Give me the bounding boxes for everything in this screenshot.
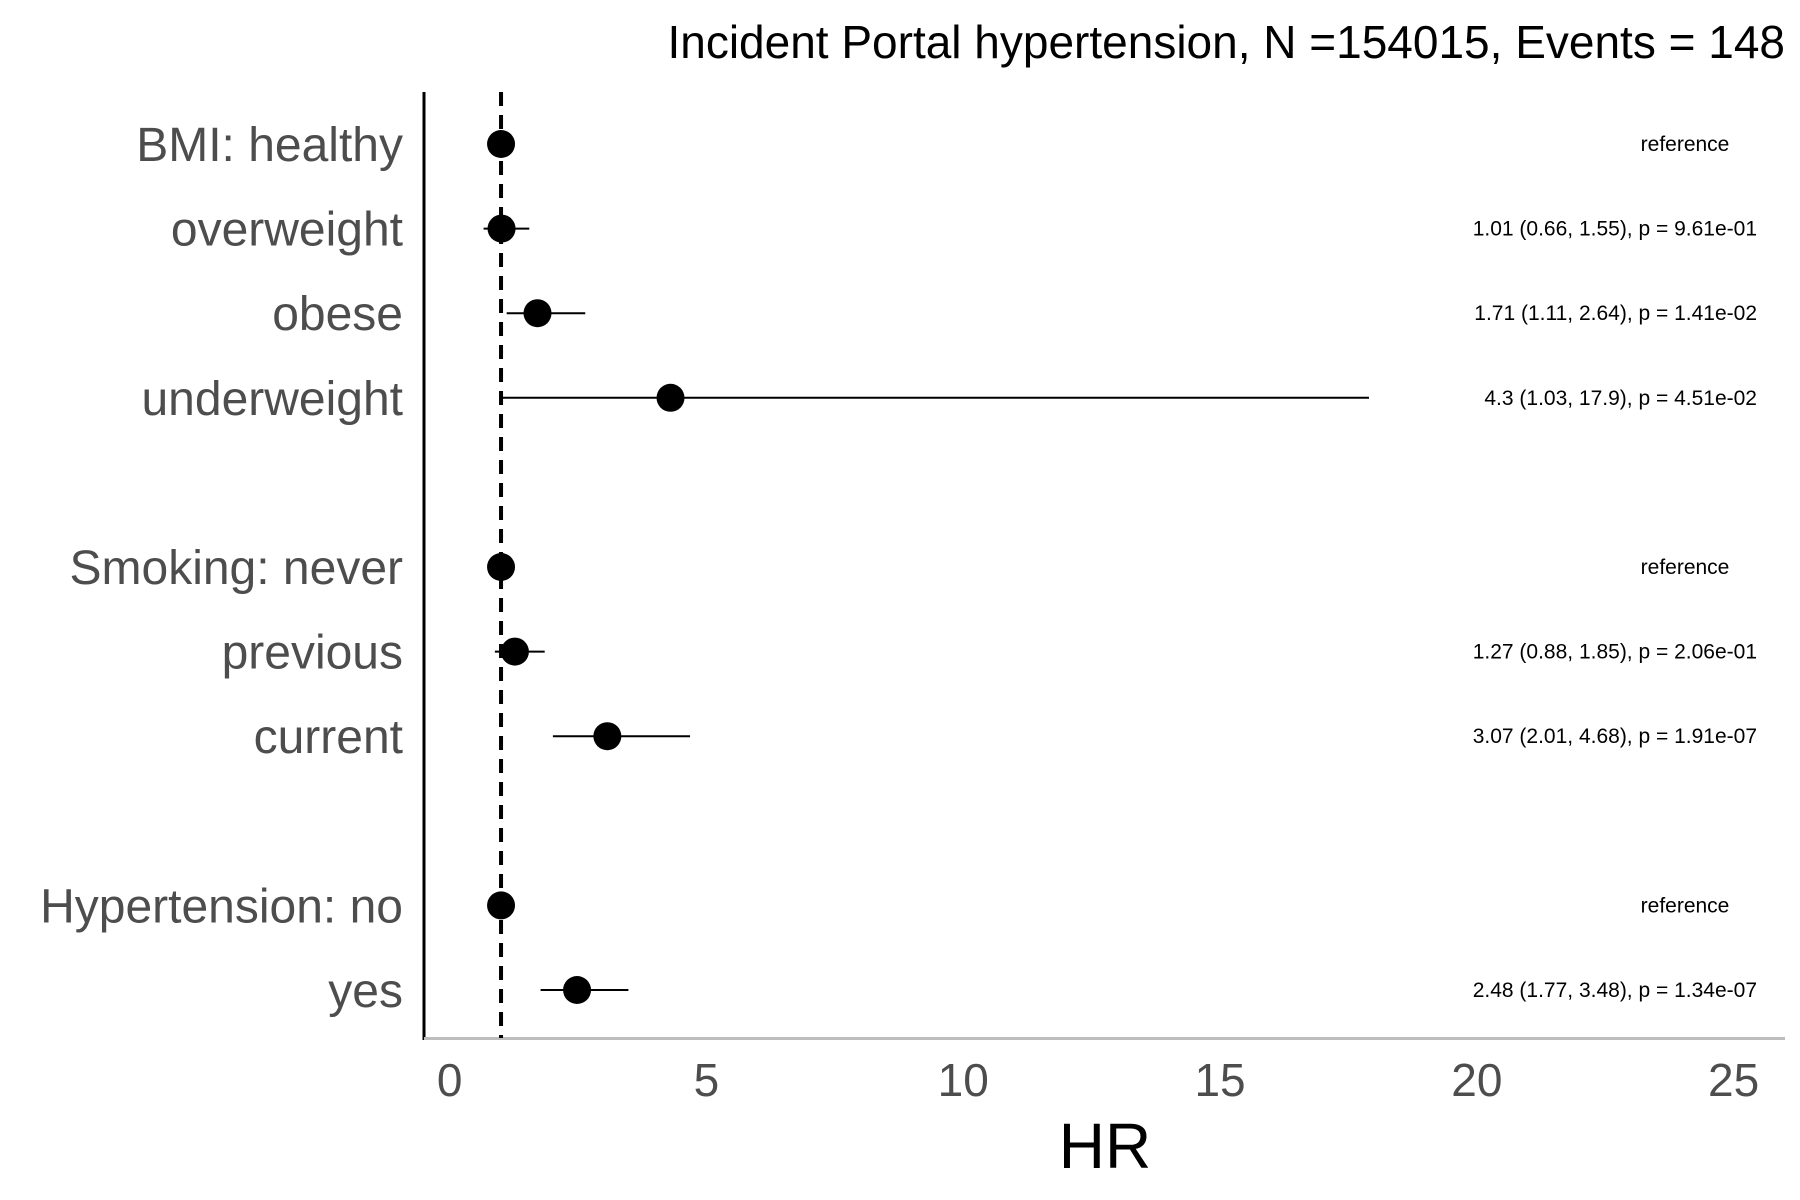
hr-point [523, 299, 552, 328]
x-tick-label: 0 [437, 1054, 463, 1106]
row-label: obese [272, 288, 403, 341]
estimate-annotations: reference 1.01 (0.66, 1.55), p = 9.61e-01… [1473, 133, 1757, 1002]
estimate-annotation: 1.71 (1.11, 2.64), p = 1.41e-02 [1474, 302, 1757, 325]
reference-annotation: reference [1641, 894, 1730, 917]
row-label: underweight [141, 373, 403, 426]
hr-point [500, 637, 529, 666]
hr-point [563, 976, 592, 1004]
estimate-annotation: 3.07 (2.01, 4.68), p = 1.91e-07 [1473, 725, 1757, 748]
estimate-annotation: 4.3 (1.03, 17.9), p = 4.51e-02 [1484, 387, 1757, 410]
row-label: previous [222, 627, 403, 680]
hr-point [487, 891, 516, 920]
estimate-annotation: 2.48 (1.77, 3.48), p = 1.34e-07 [1473, 979, 1757, 1002]
hr-point [487, 130, 516, 158]
row-label: overweight [171, 204, 403, 257]
reference-annotation: reference [1641, 556, 1730, 579]
row-label: current [254, 711, 403, 764]
x-axis-title: HR [1059, 1110, 1151, 1182]
x-tick-label: 5 [694, 1054, 720, 1106]
chart-title: Incident Portal hypertension, N =154015,… [667, 16, 1785, 68]
estimate-annotation: 1.01 (0.66, 1.55), p = 9.61e-01 [1473, 218, 1757, 241]
hr-point [487, 214, 516, 243]
row-label: yes [328, 965, 403, 1018]
reference-annotation: reference [1641, 133, 1730, 156]
estimate-annotation: 1.27 (0.88, 1.85), p = 2.06e-01 [1473, 641, 1757, 664]
x-tick-label: 15 [1194, 1054, 1245, 1106]
row-label: BMI: healthy [136, 119, 403, 172]
confidence-intervals [483, 227, 1369, 991]
row-labels: BMI: healthy overweight obese underweight Sm… [40, 119, 403, 1018]
row-label: Smoking: never [70, 542, 404, 595]
x-tick-label: 20 [1451, 1054, 1502, 1106]
x-tick-label: 25 [1708, 1054, 1759, 1106]
x-axis-ticks: 0 5 10 15 20 25 [437, 1054, 1759, 1106]
row-label: Hypertension: no [40, 880, 403, 933]
hr-point [656, 383, 685, 412]
hazard-ratio-points [487, 130, 685, 1004]
x-tick-label: 10 [938, 1054, 989, 1106]
hr-point [593, 722, 622, 751]
hr-point [487, 553, 516, 581]
